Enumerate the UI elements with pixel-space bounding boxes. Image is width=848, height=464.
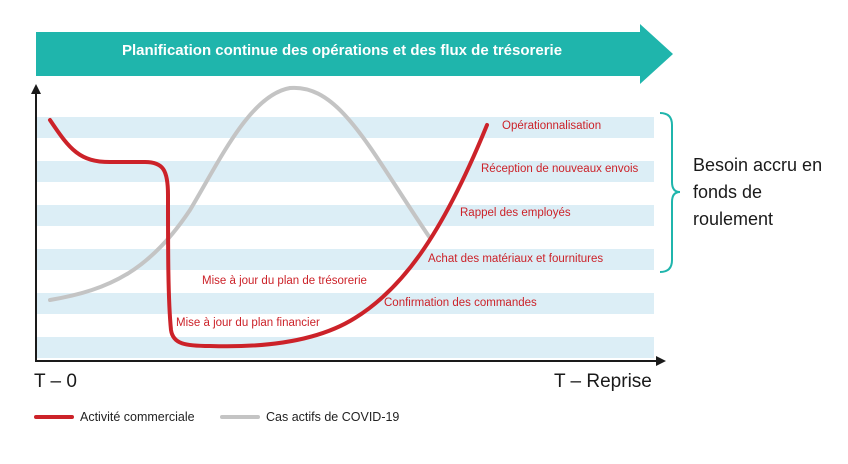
banner-title: Planification continue des opérations et…: [121, 41, 563, 59]
legend-activity: Activité commerciale: [34, 410, 195, 424]
bracket-brace: [659, 112, 681, 273]
x-axis-end-label: T – Reprise: [554, 371, 652, 392]
label-plan-financier: Mise à jour du plan financier: [176, 317, 320, 329]
x-axis-start-label: T – 0: [34, 371, 77, 392]
x-axis-arrow: [656, 356, 666, 366]
banner-arrow: [36, 24, 673, 84]
legend-covid-swatch: [220, 415, 260, 419]
label-plan-tresorerie: Mise à jour du plan de trésorerie: [202, 275, 367, 287]
legend-activity-swatch: [34, 415, 74, 419]
legend-covid: Cas actifs de COVID-19: [220, 410, 399, 424]
stripe: [36, 161, 654, 182]
label-reception-envois: Réception de nouveaux envois: [481, 163, 639, 175]
brace-label: Besoin accru en fonds de roulement: [693, 155, 823, 229]
label-operationnalisation: Opérationnalisation: [502, 120, 602, 132]
stripe: [36, 337, 654, 358]
label-rappel-employes: Rappel des employés: [460, 207, 571, 219]
stripe: [36, 117, 654, 138]
business-activity-curve: [48, 118, 489, 349]
background-stripes: [36, 117, 654, 358]
legend-covid-label: Cas actifs de COVID-19: [266, 410, 400, 424]
covid-cases-curve: [48, 85, 432, 302]
y-axis-arrow: [31, 84, 41, 94]
stripe: [36, 249, 654, 270]
legend-activity-label: Activité commerciale: [80, 410, 195, 424]
label-confirmation-commandes: Confirmation des commandes: [384, 297, 537, 309]
stripe: [36, 293, 654, 314]
label-achat-materiaux: Achat des matériaux et fournitures: [428, 253, 604, 265]
